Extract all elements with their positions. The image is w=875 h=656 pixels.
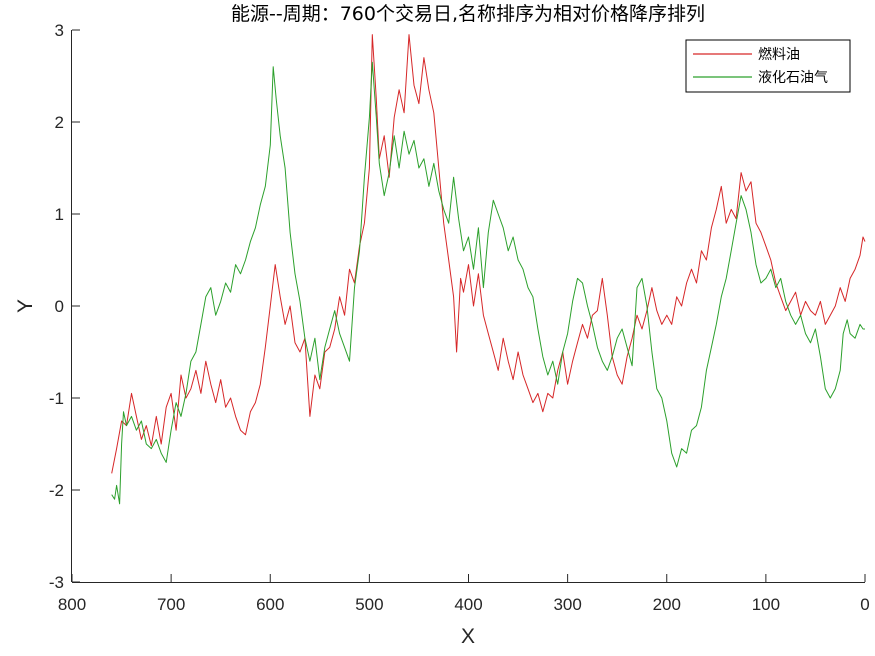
- x-tick-label: 800: [58, 595, 86, 614]
- series-line-fuel-oil: [111, 34, 866, 474]
- x-tick-label: 600: [256, 595, 284, 614]
- y-tick-label: -1: [49, 389, 64, 408]
- plot-area: 800 700 600 500 400 300 200 100 0 3 2 1 0 -1 -2 -3: [49, 21, 870, 614]
- legend-label-lpg: 液化石油气: [758, 70, 828, 86]
- legend-box: [685, 39, 851, 93]
- x-tick-label: 700: [157, 595, 185, 614]
- x-tick-label: 300: [553, 595, 581, 614]
- y-tick-label: 2: [55, 113, 64, 132]
- x-tick-label: 500: [355, 595, 383, 614]
- y-tick-label: 1: [55, 205, 64, 224]
- legend: 燃料油 液化石油气: [685, 39, 851, 93]
- y-tick-label: 0: [55, 297, 64, 316]
- x-tick-label: 0: [860, 595, 869, 614]
- series-layer: [111, 34, 866, 505]
- chart-title: 能源--周期：760个交易日,名称排序为相对价格降序排列: [231, 3, 705, 25]
- series-line-lpg: [111, 61, 865, 505]
- x-tick-label: 100: [752, 595, 780, 614]
- y-tick-label: -2: [49, 481, 64, 500]
- y-tick-label: 3: [55, 21, 64, 40]
- legend-label-fuel-oil: 燃料油: [758, 46, 800, 63]
- axes-layer: 800 700 600 500 400 300 200 100 0 3 2 1 0 -1 -2 -3: [49, 21, 870, 614]
- x-tick-label: 200: [653, 595, 681, 614]
- x-tick-label: 400: [454, 595, 482, 614]
- x-axis-title: X: [461, 625, 475, 648]
- y-axis-title: Y: [14, 299, 37, 313]
- y-tick-label: -3: [49, 573, 64, 592]
